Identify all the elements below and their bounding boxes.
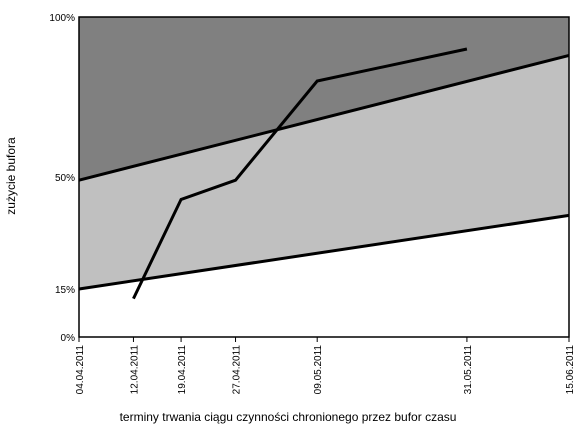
y-tick-label: 0% <box>61 333 76 344</box>
lower-boundary-line <box>78 213 570 291</box>
buffer-consumption-line <box>132 47 468 300</box>
x-tick-label: 04.04.2011 <box>75 345 86 395</box>
x-tick-label: 15.06.2011 <box>565 345 576 395</box>
x-tick-label: 19.04.2011 <box>177 345 188 395</box>
plot-area <box>78 16 570 338</box>
yellow-zone <box>79 55 569 290</box>
plot-frame <box>78 16 570 338</box>
x-axis-ticks: 04.04.2011 12.04.2011 19.04.2011 27.04.2011… <box>75 337 576 394</box>
x-tick-label: 27.04.2011 <box>232 345 243 395</box>
x-tick-label: 31.05.2011 <box>463 345 474 395</box>
x-axis-title: terminy trwania ciągu czynności chronion… <box>120 410 457 424</box>
y-axis-title: zużycie bufora <box>4 137 18 215</box>
x-tick-label: 09.05.2011 <box>313 345 324 395</box>
y-tick-label: 15% <box>55 285 75 296</box>
y-tick-label: 50% <box>55 173 75 184</box>
y-axis-ticks: 0% 15% 50% 100% <box>49 13 75 344</box>
red-zone <box>79 17 569 181</box>
upper-boundary-line <box>78 53 570 182</box>
y-tick-label: 100% <box>49 13 75 24</box>
x-tick-label: 12.04.2011 <box>129 345 140 395</box>
green-zone <box>79 215 569 337</box>
